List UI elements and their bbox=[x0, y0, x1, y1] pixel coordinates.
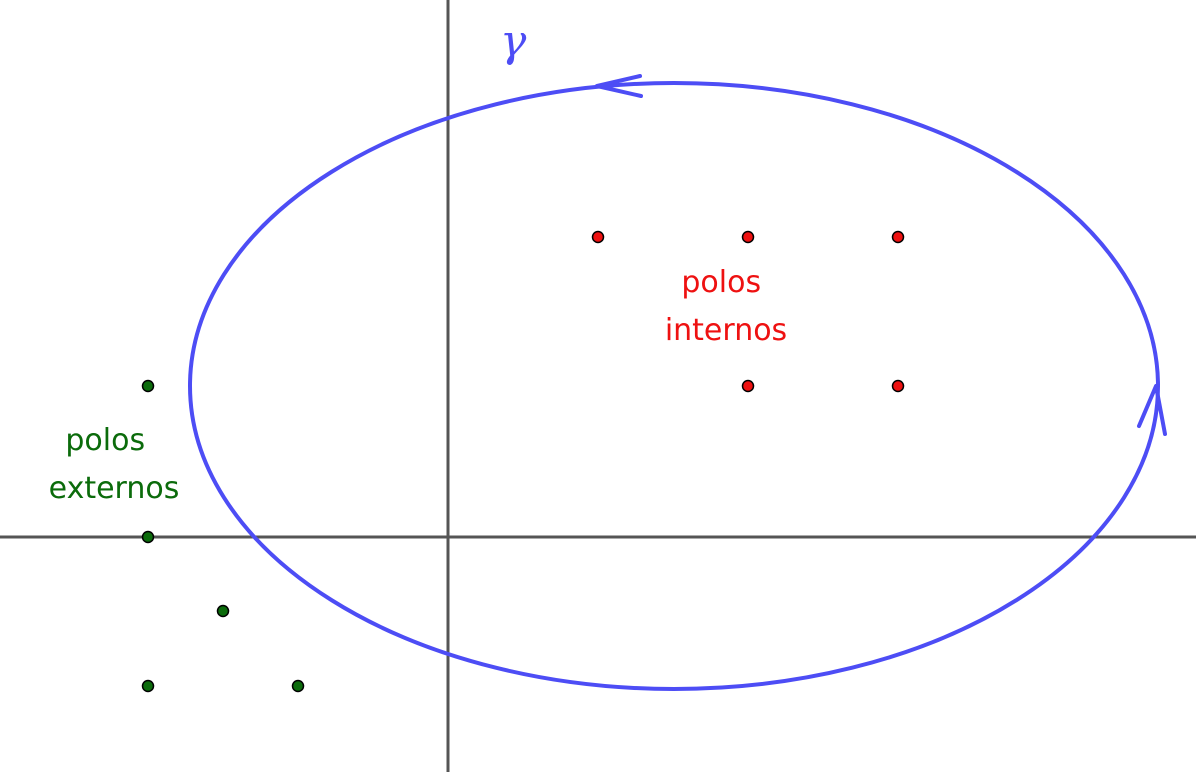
outer-poles-label-line1: polos bbox=[65, 423, 145, 458]
inner-pole bbox=[591, 230, 605, 244]
outer-pole bbox=[141, 679, 155, 693]
inner-poles-label-line2: internos bbox=[665, 313, 787, 348]
outer-poles bbox=[141, 379, 305, 693]
outer-pole bbox=[216, 604, 230, 618]
outer-pole bbox=[291, 679, 305, 693]
inner-pole bbox=[741, 230, 755, 244]
inner-pole bbox=[741, 379, 755, 393]
outer-poles-label-line2: externos bbox=[49, 471, 180, 506]
contour-gamma bbox=[188, 81, 1160, 691]
contour-arrow-top bbox=[595, 74, 643, 98]
outer-pole bbox=[141, 530, 155, 544]
outer-pole bbox=[141, 379, 155, 393]
inner-pole bbox=[891, 230, 905, 244]
outer-poles-label: polos externos bbox=[49, 423, 180, 506]
inner-poles bbox=[591, 230, 905, 393]
gamma-label: γ bbox=[500, 16, 527, 67]
inner-poles-label: polos internos bbox=[665, 265, 787, 348]
inner-poles-label-line1: polos bbox=[681, 265, 761, 300]
contour-arrow-right bbox=[1137, 384, 1167, 436]
inner-pole bbox=[891, 379, 905, 393]
